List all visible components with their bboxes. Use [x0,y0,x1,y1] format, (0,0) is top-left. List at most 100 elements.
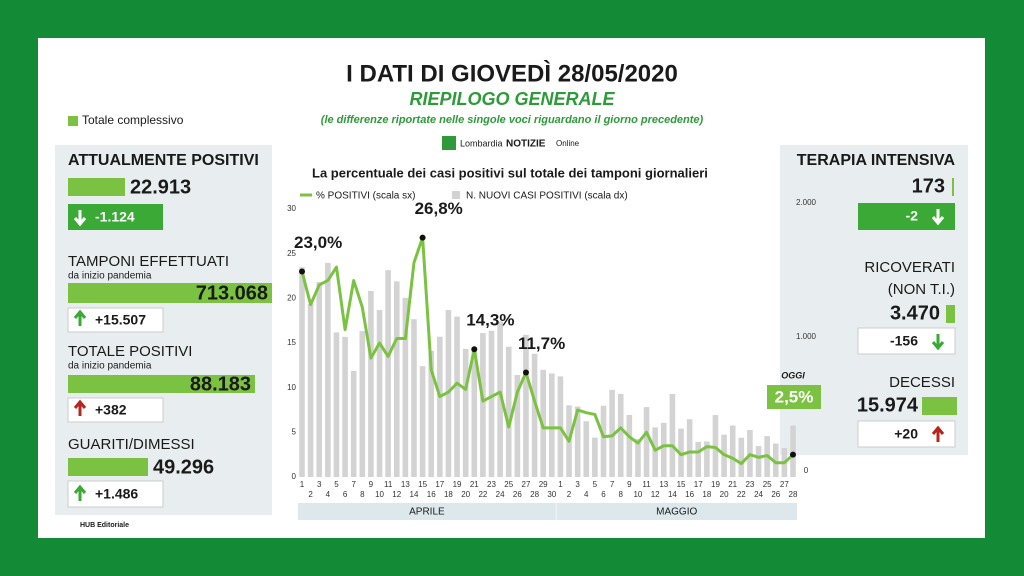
x-tick-label: 8 [618,490,623,499]
month-band [298,503,556,520]
total: 22.913 [130,176,191,198]
arrow-up [73,309,87,326]
bar [574,406,581,477]
arrow-down [931,209,945,226]
month-band [556,503,797,520]
point [471,346,478,353]
bar [617,393,624,477]
x-tick-label: 1 [300,480,305,489]
x-tick-label: 19 [453,480,462,489]
total: 15.974 [857,394,919,416]
bar [505,346,512,477]
x-tick-label: 2 [567,490,572,499]
change: +20 [894,426,918,442]
x-tick-label: 26 [771,490,780,499]
y2-tick-label: 1.000 [796,332,817,341]
x-tick-label: 9 [627,480,632,489]
month-label: MAGGIO [656,507,697,518]
change-box [67,397,164,423]
panel-subtitle: da inizio pandemia [68,271,152,282]
x-tick-label: 10 [633,490,642,499]
bar [643,407,650,477]
panel-title: RICOVERATI [864,259,955,276]
y-tick-label: 5 [292,427,297,436]
total: 88.183 [190,373,251,395]
x-tick-label: 28 [530,490,539,499]
y2-tick-label: 2.000 [796,198,817,207]
total-bar [922,397,957,415]
x-tick-label: 21 [728,480,737,489]
change: +382 [95,402,127,418]
x-tick-label: 3 [317,480,322,489]
total-bar [68,375,255,393]
title: I DATI DI GIOVEDÌ 28/05/2020 [346,59,678,87]
month-label: APRILE [409,507,445,518]
bar [419,366,426,477]
x-tick-label: 7 [351,480,356,489]
line [300,236,795,466]
x-tick-label: 16 [427,490,436,499]
x-tick-label: 22 [737,490,746,499]
x-tick-label: 21 [470,480,479,489]
bar [471,347,478,477]
value-label: 2,5% [775,387,814,406]
panel-title: (NON T.I.) [888,281,955,298]
bar [652,427,658,477]
change-box [67,480,164,508]
bar [755,446,762,477]
bar [609,389,615,477]
x-tick-label: 5 [593,480,598,489]
bar [531,353,538,477]
change: -2 [906,208,919,224]
change: +15.507 [95,312,146,328]
bar [350,371,357,477]
x-tick-label: 14 [668,490,677,499]
bar [583,421,590,477]
x-tick-label: 23 [487,480,496,489]
subtitle: RIEPILOGO GENERALE [409,89,615,109]
x-tick-label: 27 [780,480,789,489]
panel-title: ATTUALMENTE POSITIVI [68,152,259,169]
bar [316,282,323,477]
legend-swatch [452,191,460,199]
arrow-up [73,484,87,501]
bar [488,330,495,477]
x-tick-label: 23 [745,480,754,489]
x-tick-label: 13 [401,480,410,489]
bar [411,319,417,477]
panel-title: TERAPIA INTENSIVA [797,152,956,169]
bar [738,437,745,477]
x-tick-label: 29 [539,480,548,489]
bar [342,336,348,477]
x-tick-label: 14 [410,490,419,499]
point [522,369,529,376]
bar [790,425,796,477]
x-tick-label: 7 [610,480,615,489]
x-tick-label: 18 [444,490,453,499]
bar [480,333,486,477]
total-bar [68,458,148,476]
bar [299,267,305,477]
bar [393,281,400,477]
bar [454,316,460,477]
x-tick-label: 6 [601,490,606,499]
bar [600,405,607,477]
bar [704,441,710,477]
x-tick-label: 11 [384,480,393,489]
bar [497,321,503,477]
x-tick-label: 20 [461,490,470,499]
bar [695,441,702,477]
bar [359,331,366,477]
x-tick-label: 9 [369,480,374,489]
value-label: 26,8% [415,199,463,218]
legend-swatch [68,116,78,126]
x-tick-label: 22 [478,490,487,499]
x-tick-label: 2 [308,490,313,499]
bar [402,297,409,477]
x-tick-label: 24 [754,490,763,499]
x-tick-label: 25 [763,480,772,489]
x-tick-label: 4 [584,490,589,499]
x-tick-label: 25 [504,480,513,489]
x-tick-label: 4 [326,490,331,499]
